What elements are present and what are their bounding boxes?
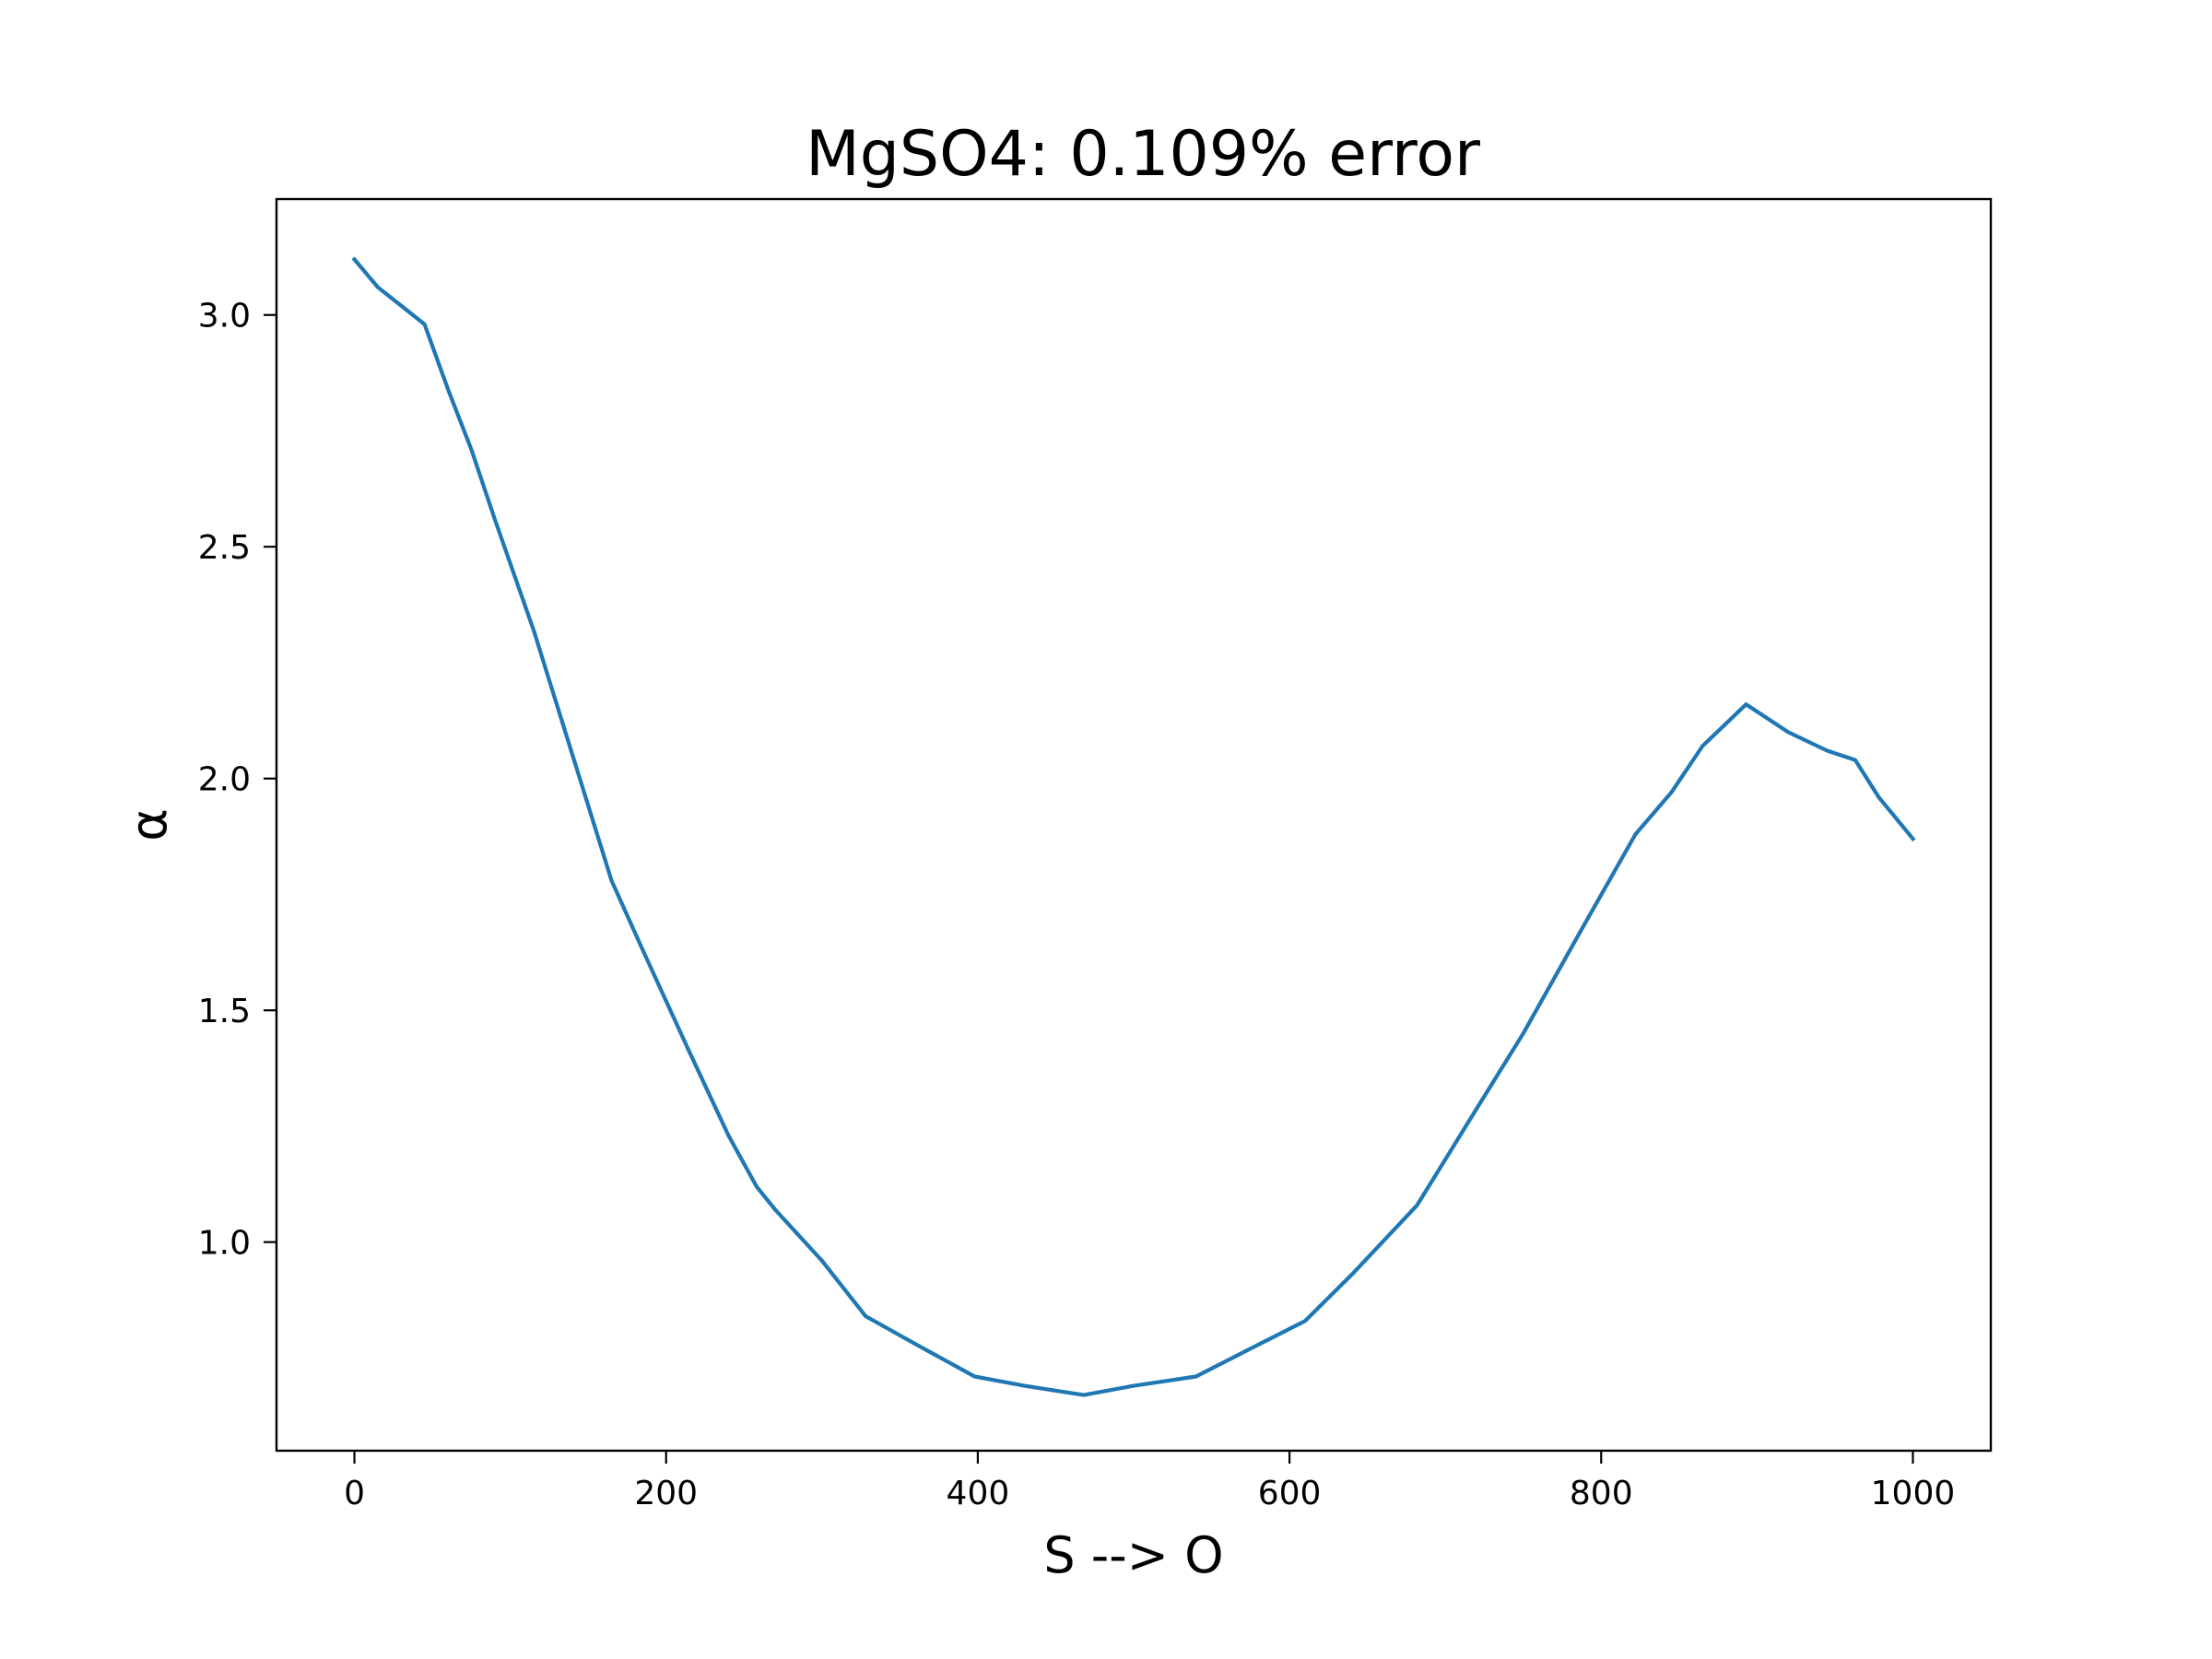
plot-frame xyxy=(275,197,1993,1453)
y-axis-ticks: 1.0 1.5 2.0 2.5 3.0 xyxy=(198,298,276,1263)
x-axis-label: S --> O xyxy=(1043,1526,1223,1584)
x-tick-label: 1000 xyxy=(1871,1475,1956,1512)
x-tick-label: 200 xyxy=(634,1475,698,1512)
x-tick-label: 0 xyxy=(344,1475,365,1512)
x-tick-label: 400 xyxy=(947,1475,1010,1512)
series-line xyxy=(351,256,1916,1397)
y-tick-label: 2.5 xyxy=(198,529,251,567)
series-layer xyxy=(351,256,1916,1397)
y-tick-label: 1.5 xyxy=(198,993,251,1030)
y-axis-label: α xyxy=(120,808,178,841)
y-tick-label: 3.0 xyxy=(198,298,251,335)
chart-title: MgSO4: 0.109% error xyxy=(806,118,1480,191)
y-tick-label: 2.0 xyxy=(198,761,251,799)
y-tick-label: 1.0 xyxy=(198,1225,251,1263)
x-tick-label: 600 xyxy=(1258,1475,1322,1512)
x-axis-ticks: 0 200 400 600 800 1000 xyxy=(344,1451,1955,1512)
x-tick-label: 800 xyxy=(1570,1475,1633,1512)
